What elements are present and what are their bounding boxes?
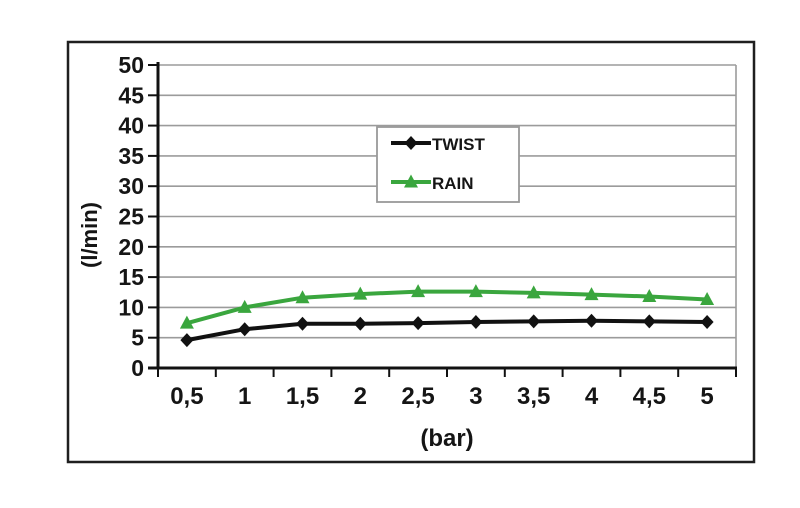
triangle-up-marker-rain xyxy=(237,299,252,313)
triangle-up-marker-rain xyxy=(295,290,310,304)
diamond-marker-twist xyxy=(238,322,252,337)
y-tick-label: 15 xyxy=(118,264,144,290)
triangle-up-marker-rain xyxy=(700,292,715,306)
y-tick-label: 45 xyxy=(118,82,144,108)
y-tick-label: 0 xyxy=(131,355,144,381)
y-tick-label: 10 xyxy=(118,294,144,320)
x-tick-label: 2,5 xyxy=(401,383,434,410)
x-axis-title: (bar) xyxy=(420,425,473,452)
diamond-marker-twist xyxy=(180,333,194,348)
triangle-up-marker-rain xyxy=(468,284,483,298)
figure-border xyxy=(66,40,756,464)
x-tick-label: 4 xyxy=(585,383,599,410)
tick-labels: 0 5 10 15 20 25 30 35 40 45 50 0,5 1 1,5 2 2,5 3 3,5 4 4,5 5 xyxy=(118,52,713,410)
legend-triangle-up-icon xyxy=(404,174,418,188)
series-line-rain xyxy=(184,289,710,326)
axes xyxy=(148,62,737,377)
triangle-up-marker-rain xyxy=(411,284,426,298)
y-tick-label: 35 xyxy=(118,143,144,169)
x-tick-label: 4,5 xyxy=(633,383,666,410)
diamond-marker-twist xyxy=(527,314,541,329)
diamond-marker-twist xyxy=(296,316,309,331)
x-tick-label: 5 xyxy=(700,383,713,410)
y-tick-label: 5 xyxy=(131,325,144,351)
legend: TWIST RAIN xyxy=(376,126,520,203)
legend-box xyxy=(376,126,520,203)
x-tick-label: 0,5 xyxy=(170,383,203,410)
y-tick-label: 20 xyxy=(118,234,144,260)
legend-label-twist: TWIST xyxy=(432,135,485,154)
y-tick-label: 40 xyxy=(118,113,144,139)
diamond-marker-twist xyxy=(411,316,425,331)
triangle-up-marker-rain xyxy=(584,287,599,301)
x-tick-label: 1 xyxy=(238,383,251,410)
diamond-marker-twist xyxy=(642,314,656,329)
triangle-up-marker-rain xyxy=(353,286,368,300)
legend-label-rain: RAIN xyxy=(432,174,474,193)
series-line-twist xyxy=(184,318,710,343)
y-tick-label: 30 xyxy=(118,173,144,199)
x-tick-label: 3,5 xyxy=(517,383,550,410)
x-tick-label: 1,5 xyxy=(286,383,319,410)
diamond-marker-twist xyxy=(700,314,714,329)
y-tick-label: 50 xyxy=(118,52,144,78)
y-tick-label: 25 xyxy=(118,204,144,230)
y-axis-title: (l/min) xyxy=(77,202,102,268)
diamond-marker-twist xyxy=(585,313,598,328)
legend-diamond-icon xyxy=(404,136,418,150)
triangle-up-marker-rain xyxy=(526,285,541,299)
data-series xyxy=(179,284,715,348)
triangle-up-marker-rain xyxy=(179,315,194,329)
x-tick-label: 3 xyxy=(469,383,482,410)
x-tick-label: 2 xyxy=(354,383,367,410)
diamond-marker-twist xyxy=(469,314,483,329)
triangle-up-marker-rain xyxy=(642,288,657,302)
diamond-marker-twist xyxy=(353,316,367,331)
